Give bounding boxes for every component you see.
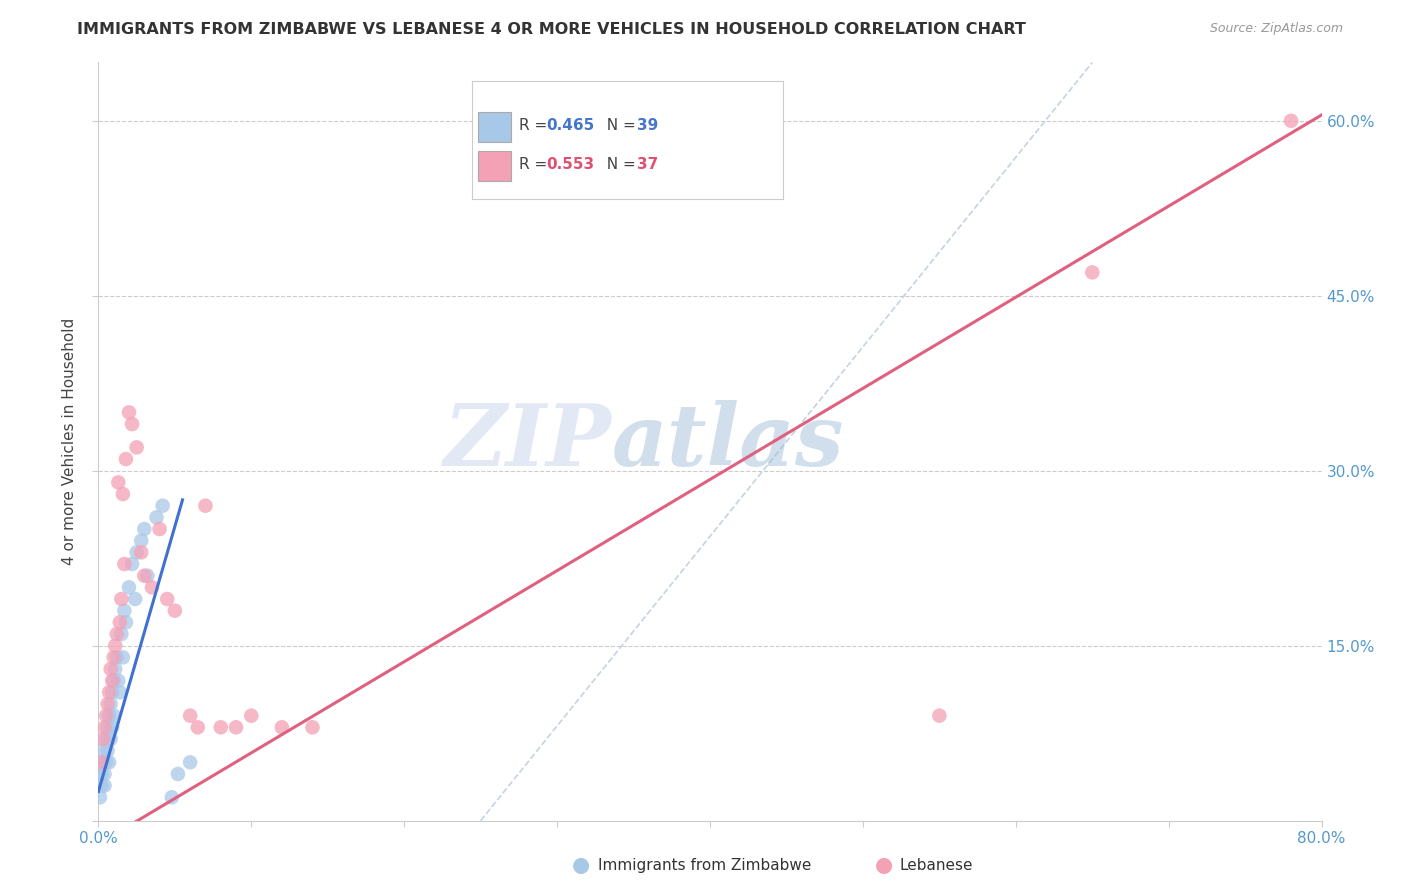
Point [97, 744, 120, 758]
Point [156, 592, 179, 607]
Point [134, 522, 156, 536]
Point [110, 592, 132, 607]
Point [90, 779, 112, 793]
Point [209, 720, 232, 734]
Y-axis label: 4 or more Vehicles in Household: 4 or more Vehicles in Household [62, 318, 77, 566]
Text: ●: ● [875, 855, 893, 875]
Text: Immigrants from Zimbabwe: Immigrants from Zimbabwe [598, 858, 811, 872]
Point [270, 720, 292, 734]
Point [110, 627, 132, 641]
Point [1279, 113, 1302, 128]
Point [160, 790, 183, 805]
Point [124, 592, 146, 607]
Point [94, 756, 117, 770]
Point [94, 731, 117, 746]
Text: R =: R = [519, 157, 553, 172]
Point [98, 685, 121, 699]
Point [94, 708, 117, 723]
Point [100, 731, 122, 746]
Text: N =: N = [598, 118, 641, 133]
Text: Lebanese: Lebanese [900, 858, 973, 872]
Text: 37: 37 [637, 157, 658, 172]
Point [121, 417, 143, 431]
Text: atlas: atlas [612, 400, 845, 483]
Point [125, 441, 148, 455]
Point [93, 779, 115, 793]
Point [103, 708, 125, 723]
Text: ZIP: ZIP [444, 400, 612, 483]
Text: 39: 39 [637, 118, 658, 133]
Point [93, 767, 115, 781]
Point [1081, 265, 1104, 279]
Point [112, 604, 135, 618]
FancyBboxPatch shape [478, 151, 510, 181]
FancyBboxPatch shape [478, 112, 510, 142]
Point [100, 697, 122, 711]
Point [97, 697, 120, 711]
Text: Source: ZipAtlas.com: Source: ZipAtlas.com [1209, 22, 1343, 36]
Text: 0.465: 0.465 [546, 118, 595, 133]
Point [101, 720, 124, 734]
Point [167, 767, 190, 781]
Text: 0.553: 0.553 [546, 157, 595, 172]
Point [179, 756, 201, 770]
Point [115, 615, 138, 630]
Point [101, 673, 124, 688]
Point [101, 685, 124, 699]
Text: R =: R = [519, 118, 553, 133]
Point [98, 708, 121, 723]
Point [97, 720, 120, 734]
Point [91, 731, 114, 746]
Point [129, 533, 152, 548]
Point [91, 744, 114, 758]
Point [105, 627, 128, 641]
Point [111, 487, 134, 501]
Point [90, 756, 112, 770]
Point [103, 650, 125, 665]
Point [112, 557, 135, 571]
Point [90, 767, 112, 781]
Point [93, 720, 115, 734]
Point [103, 673, 125, 688]
Text: ●: ● [572, 855, 591, 875]
Point [163, 604, 186, 618]
Point [98, 756, 121, 770]
Point [121, 557, 143, 571]
Point [107, 475, 129, 490]
Point [125, 545, 148, 559]
Point [179, 708, 201, 723]
Text: N =: N = [598, 157, 641, 172]
Point [105, 650, 128, 665]
Point [187, 720, 209, 734]
Point [136, 568, 159, 582]
Point [91, 756, 114, 770]
Point [108, 685, 131, 699]
Point [108, 615, 131, 630]
Point [145, 510, 167, 524]
Point [100, 662, 122, 676]
Point [928, 708, 950, 723]
Point [104, 639, 127, 653]
Point [118, 580, 141, 594]
Point [89, 790, 111, 805]
Point [149, 522, 172, 536]
Point [134, 568, 156, 582]
Point [194, 499, 217, 513]
Text: IMMIGRANTS FROM ZIMBABWE VS LEBANESE 4 OR MORE VEHICLES IN HOUSEHOLD CORRELATION: IMMIGRANTS FROM ZIMBABWE VS LEBANESE 4 O… [77, 22, 1026, 37]
Point [240, 708, 263, 723]
Point [111, 650, 134, 665]
Point [107, 673, 129, 688]
Point [129, 545, 152, 559]
Point [118, 405, 141, 419]
Point [141, 580, 163, 594]
Point [104, 662, 127, 676]
Point [115, 452, 138, 467]
Point [301, 720, 323, 734]
Point [225, 720, 247, 734]
Point [152, 499, 174, 513]
